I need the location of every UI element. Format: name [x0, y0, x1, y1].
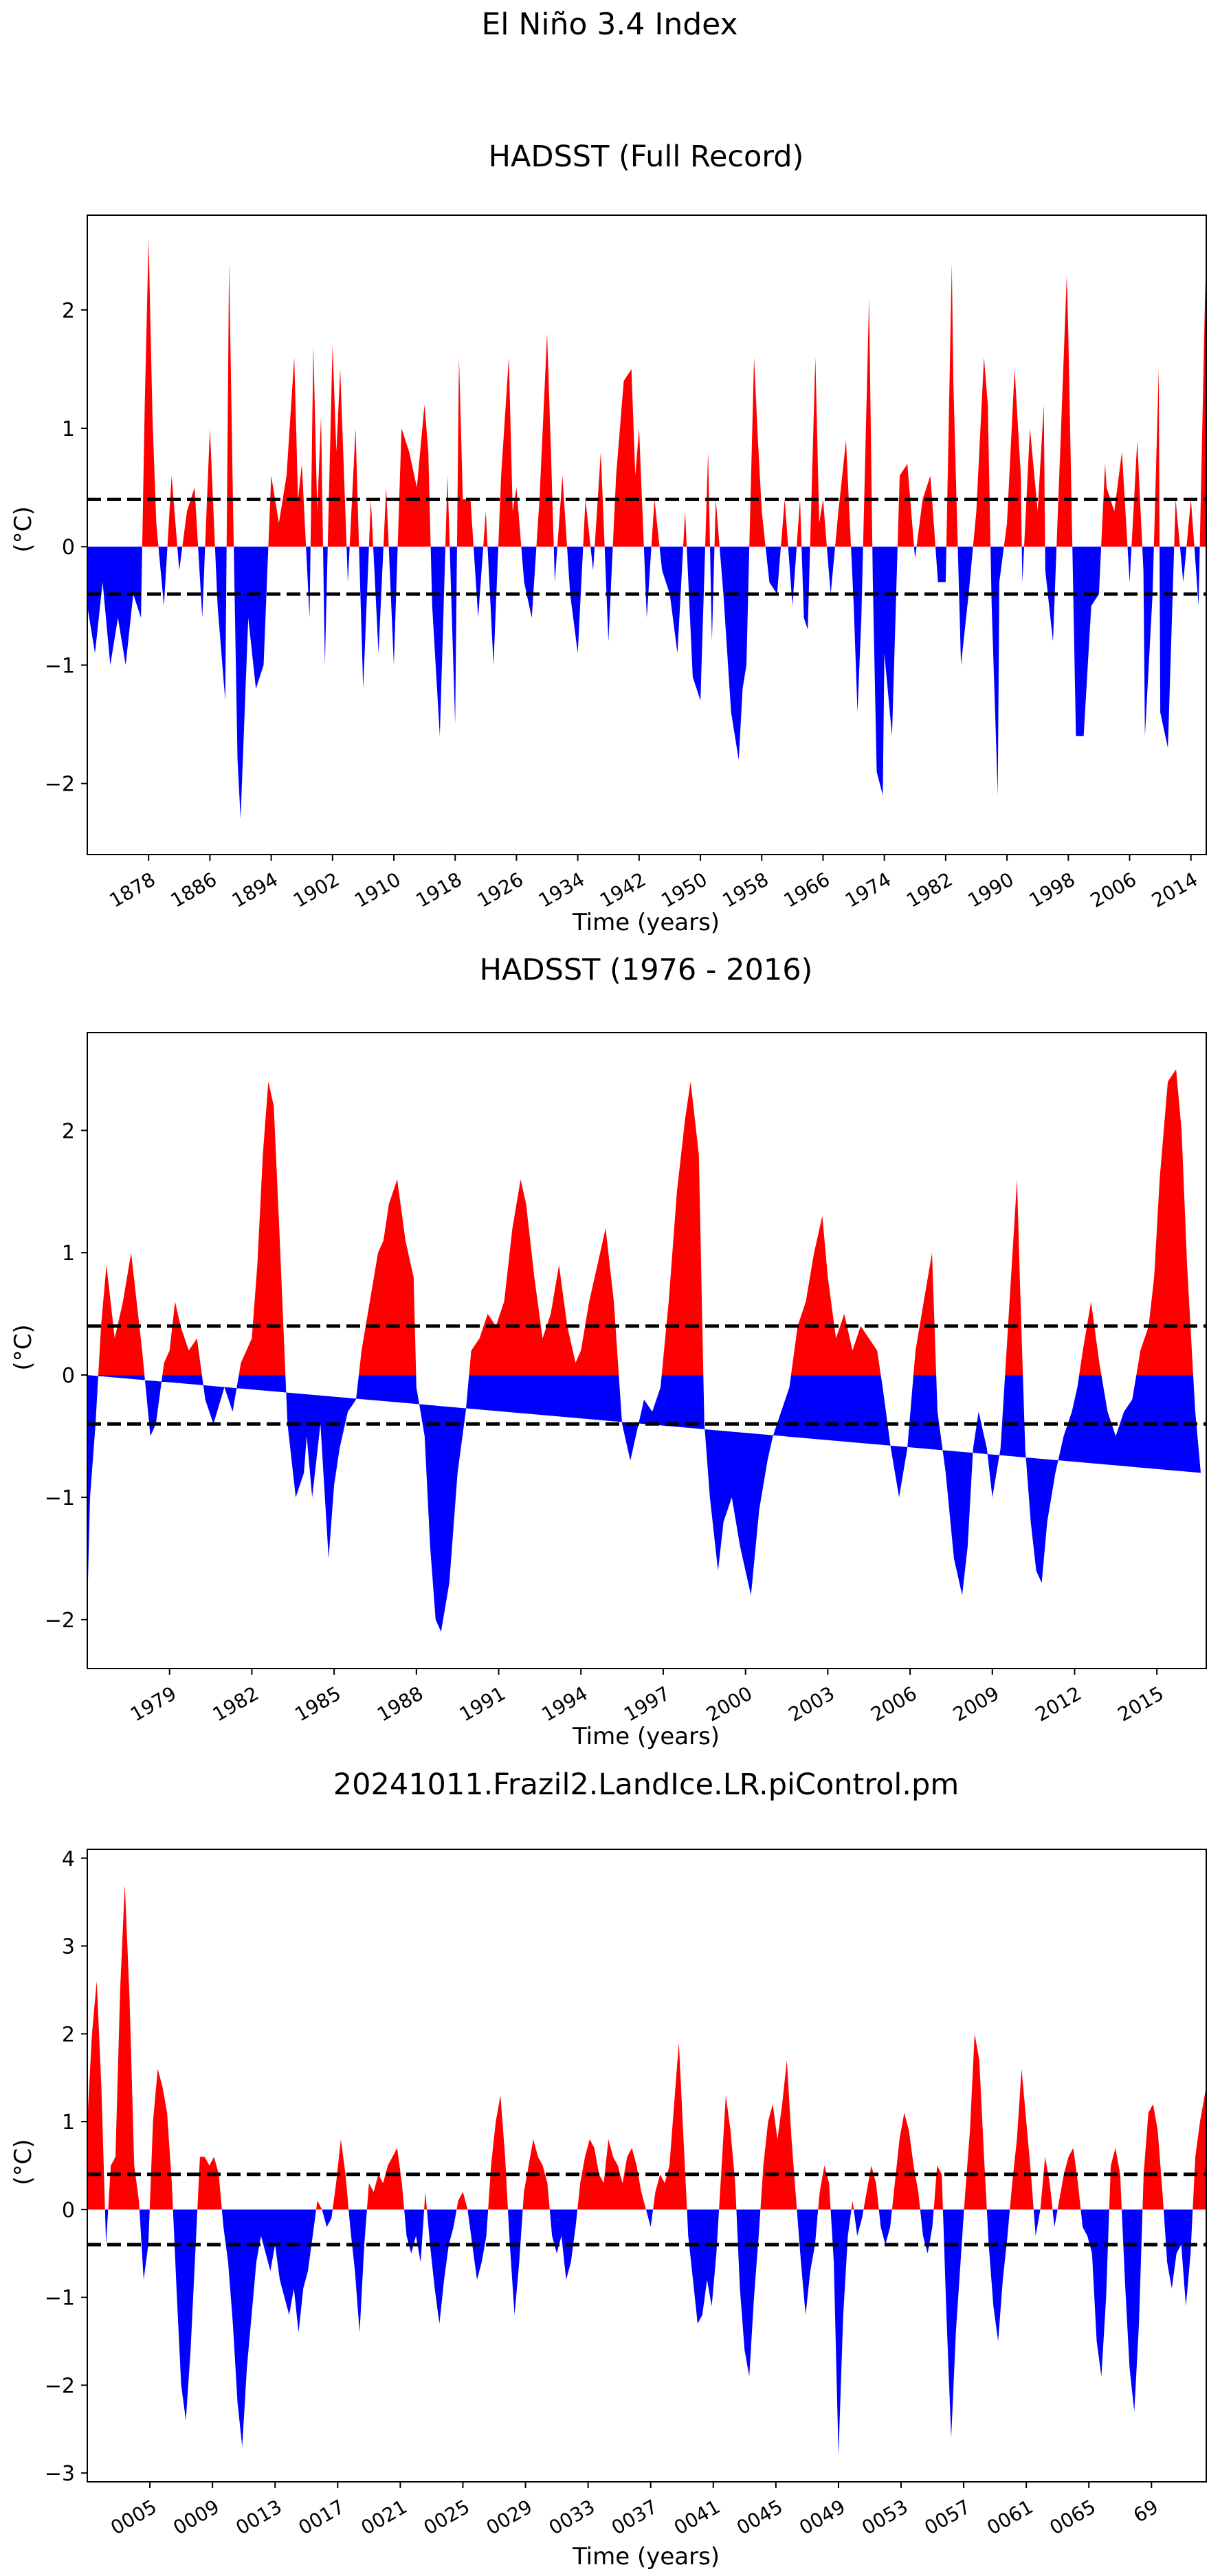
x-tick-label: 1979: [126, 1682, 180, 1726]
suptitle: El Niño 3.4 Index: [481, 7, 737, 42]
x-tick-label: 0005: [107, 2495, 160, 2539]
y-tick-label: 2: [62, 2023, 75, 2047]
x-tick-label: 2006: [867, 1682, 920, 1726]
x-tick-label: 1894: [228, 868, 282, 912]
x-tick-label: 1982: [209, 1682, 263, 1726]
y-axis-label: (°C): [10, 506, 37, 552]
plot-area: −2 −1 0 1 2 1979 1982 1985 1988 1991 1994 1997 2000 2…: [45, 1032, 1207, 1726]
x-tick-label: 1918: [412, 868, 466, 912]
positive-anomaly-area: [87, 1884, 1206, 2210]
x-tick-label: 1974: [841, 868, 895, 912]
chart-panel-picontrol: 20241011.Frazil2.LandIce.LR.piControl.pm…: [10, 1768, 1207, 2571]
x-tick-label: 0053: [858, 2495, 911, 2539]
x-tick-label: 1886: [167, 868, 221, 912]
chart-panel-full-record: HADSST (Full Record) −2 −1 0 1 2 1878 1886 1894…: [10, 140, 1207, 936]
x-tick-label: 1926: [474, 868, 527, 912]
plot-frame: [87, 214, 1207, 855]
x-tick-label: 69: [1129, 2495, 1162, 2527]
chart-title: HADSST (Full Record): [489, 140, 804, 174]
x-tick-label: 2003: [785, 1682, 839, 1726]
x-tick-label: 2006: [1087, 868, 1140, 912]
x-tick-label: 0013: [232, 2495, 286, 2539]
x-tick-label: 0061: [983, 2495, 1036, 2539]
x-tick-label: 1991: [456, 1682, 509, 1726]
x-tick-label: 1878: [105, 868, 159, 912]
plot-frame: [87, 1849, 1207, 2483]
x-tick-label: 1950: [657, 868, 711, 912]
y-tick-label: −1: [45, 654, 75, 678]
y-tick-label: 2: [62, 299, 75, 323]
y-tick-label: 1: [62, 1242, 75, 1266]
x-tick-label: 0021: [357, 2495, 411, 2539]
x-tick-label: 0045: [733, 2495, 786, 2539]
y-tick-label: −2: [45, 2374, 75, 2398]
x-tick-label: 1934: [535, 868, 588, 912]
x-tick-label: 1985: [291, 1682, 344, 1726]
y-tick-label: −2: [45, 1609, 75, 1633]
negative-anomaly-area: [87, 1375, 1201, 1632]
y-axis-label: (°C): [10, 2139, 37, 2185]
y-tick-label: −1: [45, 1486, 75, 1510]
x-tick-label: 2014: [1148, 868, 1201, 912]
x-tick-label: 1998: [1025, 868, 1079, 912]
x-tick-label: 0029: [483, 2495, 536, 2539]
x-tick-label: 0025: [420, 2495, 474, 2539]
series-group: [87, 1884, 1206, 2456]
x-tick-label: 1982: [902, 868, 956, 912]
positive-anomaly-area: [87, 1069, 1201, 1376]
y-tick-label: 1: [62, 2111, 75, 2135]
y-tick-label: 0: [62, 2199, 75, 2223]
positive-anomaly-area: [87, 239, 1206, 547]
x-tick-label: 1910: [351, 868, 404, 912]
y-axis-label: (°C): [10, 1324, 37, 1370]
x-axis-label: Time (years): [572, 2543, 720, 2571]
x-tick-label: 0033: [545, 2495, 599, 2539]
x-tick-label: 1942: [596, 868, 650, 912]
y-tick-label: 0: [62, 1364, 75, 1388]
y-tick-label: −2: [45, 773, 75, 797]
x-tick-label: 0041: [670, 2495, 724, 2539]
x-tick-label: 0057: [920, 2495, 974, 2539]
y-tick-label: 1: [62, 417, 75, 441]
x-axis-label: Time (years): [572, 909, 720, 936]
y-tick-label: 0: [62, 536, 75, 560]
chart-title: HADSST (1976 - 2016): [480, 953, 813, 987]
x-tick-label: 0009: [169, 2495, 223, 2539]
x-tick-label: 1994: [538, 1682, 592, 1726]
y-tick-label: −3: [45, 2462, 75, 2486]
chart-title: 20241011.Frazil2.LandIce.LR.piControl.pm: [333, 1768, 959, 1802]
plot-frame: [87, 1032, 1207, 1669]
x-tick-label: 2015: [1113, 1682, 1167, 1726]
x-tick-label: 1988: [373, 1682, 427, 1726]
chart-panel-1976-2016: HADSST (1976 - 2016) −2 −1 0 1 2 1979 1982 1985…: [10, 953, 1207, 1750]
negative-anomaly-area: [87, 547, 1206, 819]
x-tick-label: 1997: [620, 1682, 674, 1726]
negative-anomaly-area: [87, 2209, 1206, 2456]
series-group: [87, 1069, 1201, 1632]
x-axis-label: Time (years): [572, 1723, 720, 1750]
x-tick-label: 2009: [949, 1682, 1003, 1726]
series-group: [87, 239, 1206, 819]
x-tick-label: 1990: [964, 868, 1017, 912]
y-tick-label: 3: [62, 1935, 75, 1959]
x-tick-label: 0049: [795, 2495, 849, 2539]
y-tick-label: 4: [62, 1847, 75, 1871]
x-tick-label: 2012: [1032, 1682, 1085, 1726]
x-tick-label: 0037: [608, 2495, 661, 2539]
x-tick-label: 0065: [1046, 2495, 1100, 2539]
x-tick-label: 1958: [719, 868, 773, 912]
x-tick-label: 0017: [295, 2495, 348, 2539]
x-tick-label: 1966: [780, 868, 834, 912]
y-tick-label: 2: [62, 1119, 75, 1143]
x-tick-label: 1902: [289, 868, 343, 912]
y-tick-label: −1: [45, 2287, 75, 2311]
x-tick-label: 2000: [702, 1682, 756, 1726]
